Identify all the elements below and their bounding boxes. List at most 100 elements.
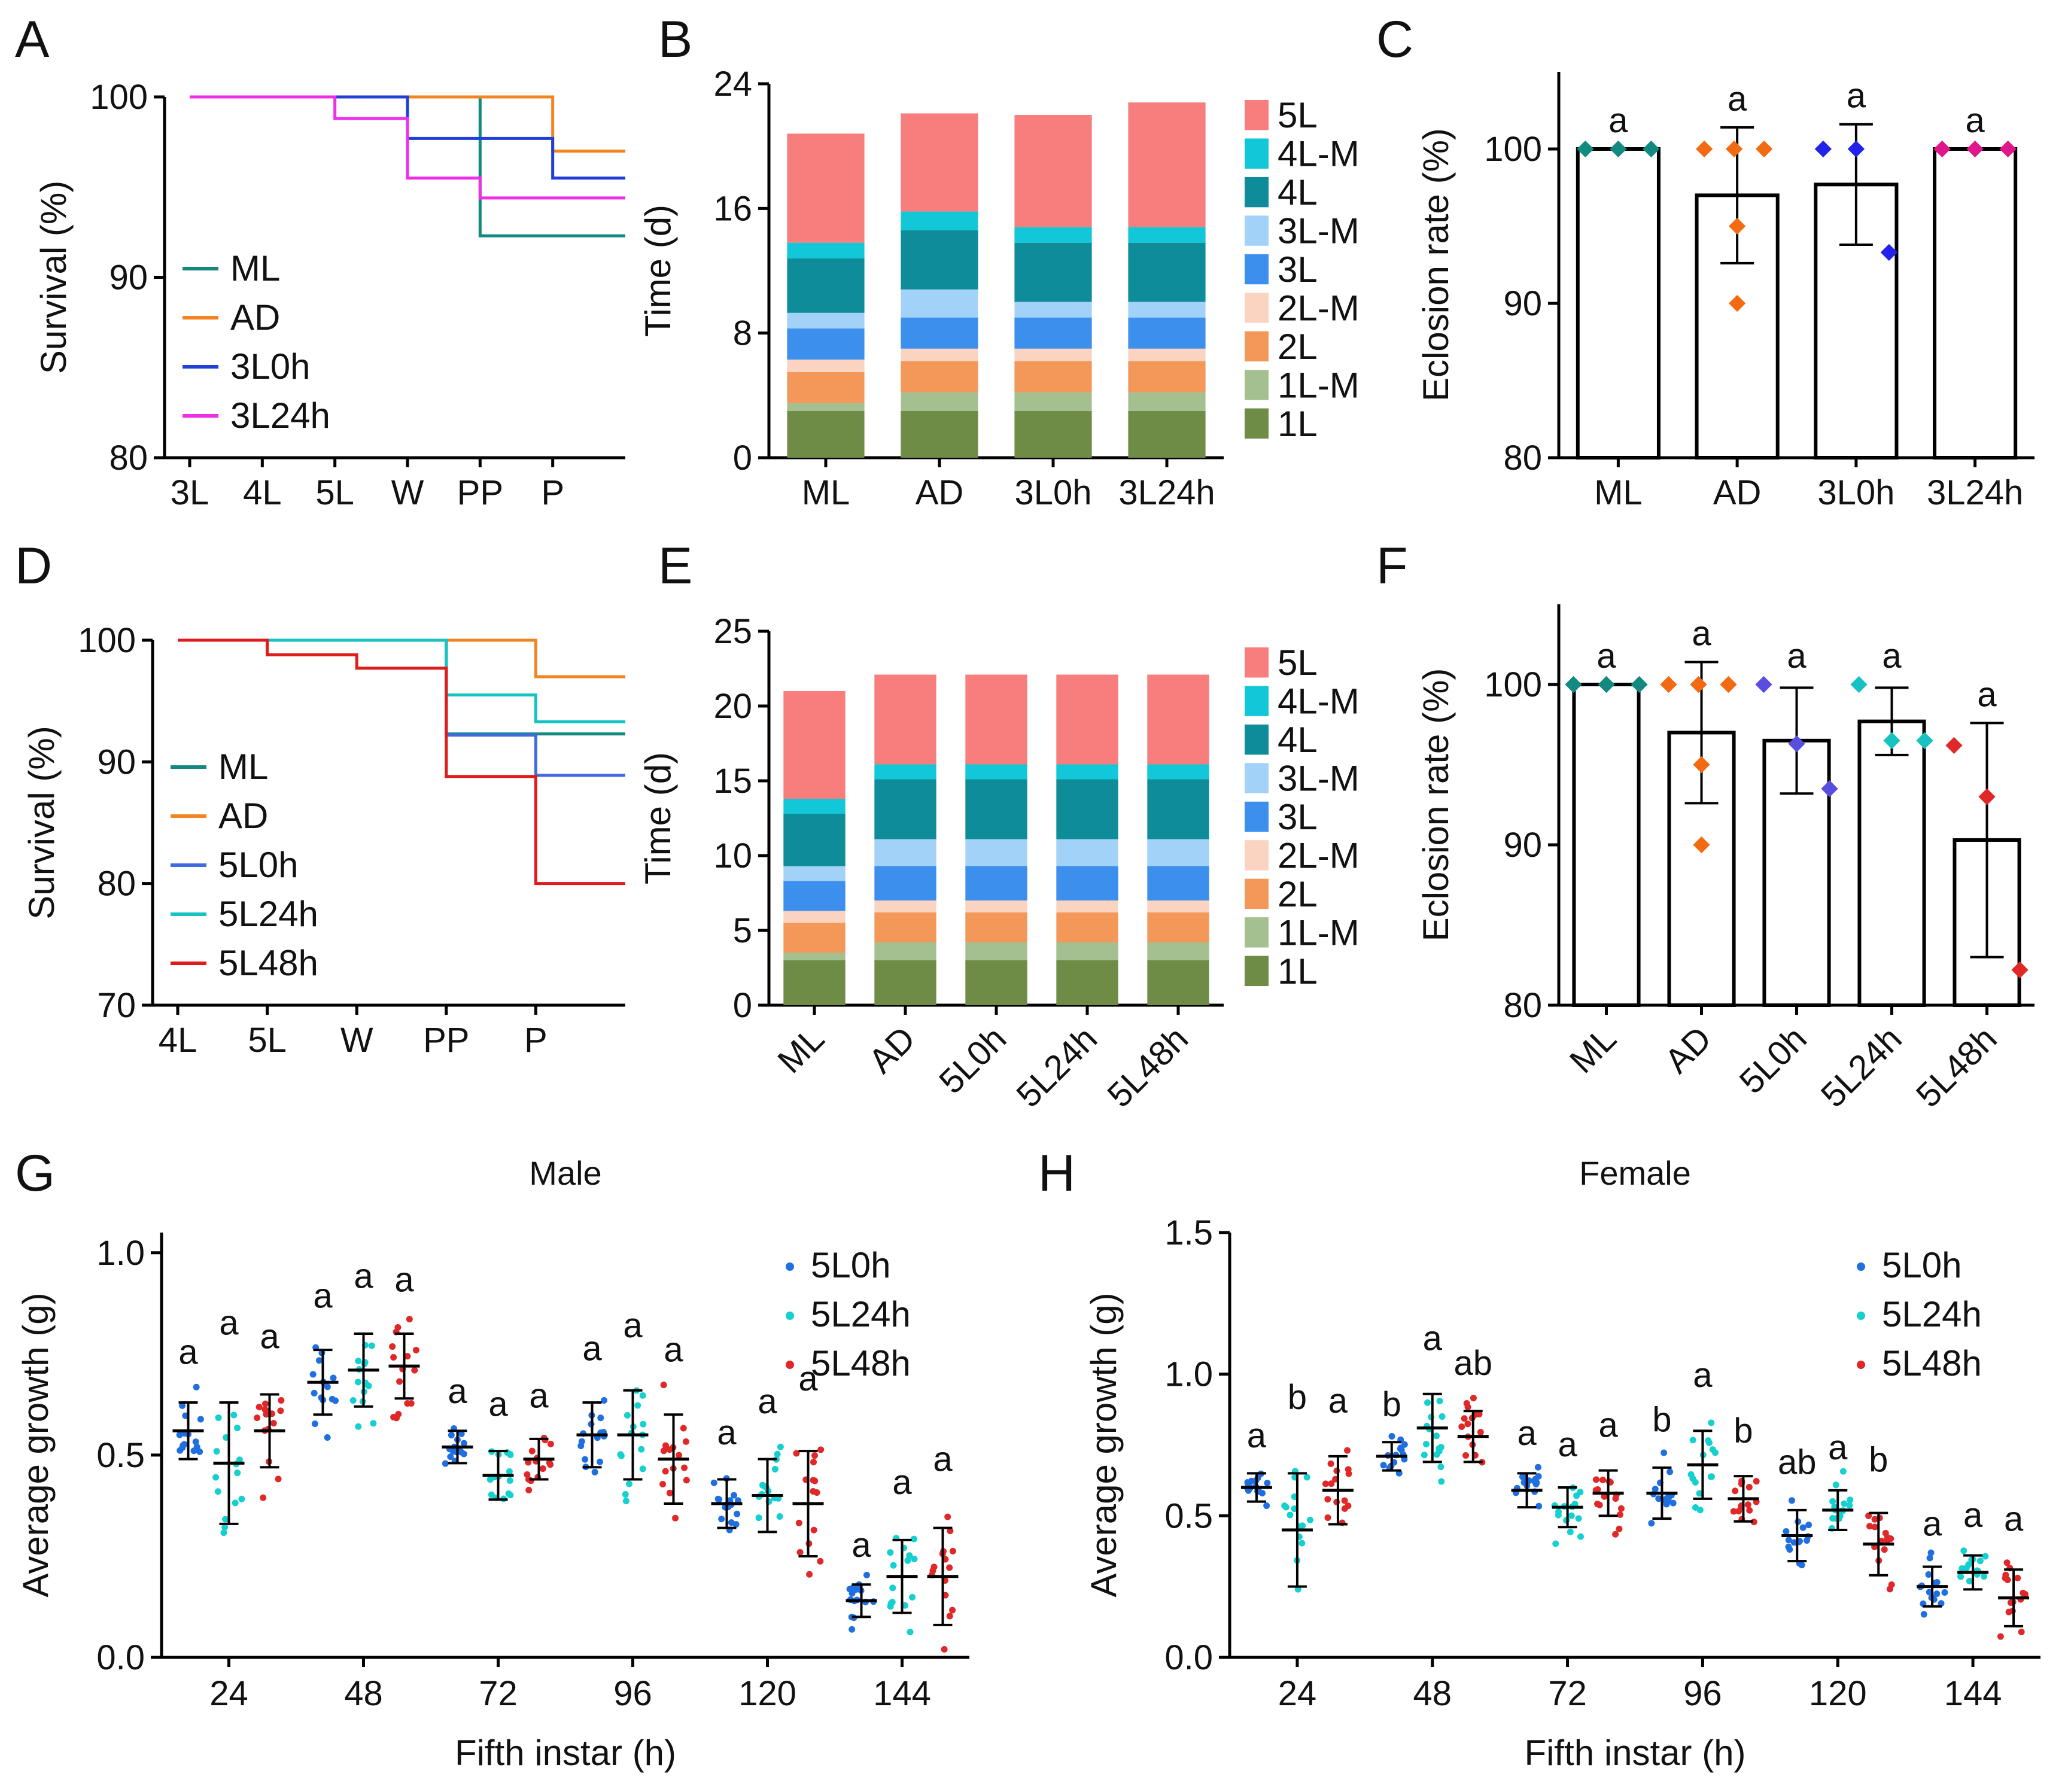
growth-point-5L24h [1423,1441,1430,1448]
x-tick-label: W [340,1021,373,1060]
x-tick-label: 72 [479,1674,518,1713]
growth-point-5L48h [2018,1628,2025,1635]
growth-point-5L0h [332,1397,339,1404]
stacked-bar-5L48h-3L [1147,866,1209,900]
growth-point-5L48h [277,1407,284,1414]
stacked-bar-ML-4L-M [787,242,865,258]
legend-marker-5L24h [1857,1312,1865,1320]
growth-point-5L0h [732,1521,740,1528]
growth-point-5L0h [1652,1486,1659,1493]
y-axis-label: Eclosion rate (%) [1416,668,1456,942]
growth-point-5L24h [1433,1451,1440,1458]
stacked-bar-5L0h-4L [965,779,1027,839]
growth-point-5L24h [911,1556,918,1563]
y-tick-label: 0.5 [1164,1496,1213,1535]
significance-letter-3L24h: a [1965,101,1985,140]
stacked-bar-5L24h-2L [1056,912,1118,942]
stacked-bar-AD-5L [901,113,978,212]
growth-point-5L24h [232,1499,239,1507]
growth-point-5L48h [817,1446,825,1453]
significance-letter-5L24h: a [1558,1425,1577,1464]
growth-point-5L48h [1464,1420,1471,1428]
growth-point-5L24h [1421,1452,1428,1459]
significance-letter-5L48h: a [260,1318,279,1356]
growth-point-5L24h [901,1602,908,1609]
x-tick-label: 96 [613,1674,652,1713]
growth-point-5L24h [1575,1515,1582,1522]
growth-point-5L0h [710,1479,717,1486]
y-axis-label: Average growth (g) [16,1292,56,1597]
stacked-bar-3L0h-5L [1014,115,1092,227]
y-tick-label: 15 [713,762,752,801]
growth-point-5L0h [1380,1462,1387,1469]
growth-point-5L48h [662,1442,669,1449]
growth-point-5L48h [1599,1476,1606,1483]
stacked-bar-ML-5L [783,691,846,799]
growth-point-5L48h [796,1548,804,1556]
legend-marker-5L48h [1857,1361,1865,1369]
stacked-bar-5L48h-3L-M [1147,839,1209,866]
stacked-bar-ML-1L-M [787,403,865,411]
x-tick-label: P [541,473,564,512]
growth-point-5L24h [1282,1504,1290,1511]
significance-letter-5L24h: a [1828,1428,1848,1467]
significance-letter-5L48h: a [1598,1406,1618,1445]
growth-point-5L24h [1687,1471,1695,1478]
stacked-bar-5L48h-4L-M [1147,764,1209,780]
growth-point-5L48h [681,1464,688,1471]
growth-point-5L0h [330,1374,337,1382]
growth-point-5L48h [395,1411,402,1418]
stacked-bar-5L0h-5L [965,674,1027,765]
legend-label-5L24h: 5L24h [1882,1294,1982,1334]
legend-label-4L-M: 4L-M [1278,681,1360,722]
significance-letter-5L0h: a [1517,1414,1537,1453]
significance-letter-5L48h: a [798,1359,818,1398]
y-tick-label: 90 [1503,284,1542,323]
growth-point-5L0h [1648,1520,1655,1527]
data-point-AD [1693,756,1710,774]
growth-point-5L48h [806,1571,813,1578]
legend-label-5L24h: 5L24h [218,894,318,934]
x-tick-label: 5L48h [1100,1019,1196,1115]
x-tick-label: 24 [209,1674,248,1713]
stacked-bar-3L0h-2L-M [1014,348,1092,361]
legend-label-2L-M: 2L-M [1278,288,1360,328]
growth-point-5L24h [890,1562,897,1569]
y-tick-label: 0 [733,986,752,1025]
growth-point-5L0h [1920,1611,1927,1618]
significance-letter-5L0h: ab [1778,1443,1817,1482]
growth-point-5L24h [212,1474,220,1481]
growth-point-5L24h [622,1491,629,1498]
legend-label-2L-M: 2L-M [1278,835,1360,875]
data-point-3L0h [1880,244,1898,261]
y-tick-label: 90 [97,743,136,781]
stacked-bar-AD-2L-M [901,348,978,361]
growth-point-5L48h [406,1316,413,1323]
growth-point-5L0h [848,1614,855,1621]
stacked-bar-AD-4L [901,230,978,290]
growth-point-5L48h [2014,1574,2021,1581]
data-point-3L0h [1847,140,1865,158]
stacked-bar-3L0h-1L-M [1014,392,1092,411]
stacked-bar-ML-4L [787,258,865,313]
significance-letter-AD: a [1728,80,1747,118]
x-axis-label: Fifth instar (h) [1524,1733,1745,1773]
legend-label-3L-M: 3L-M [1278,211,1360,251]
growth-point-5L24h [1298,1540,1306,1547]
growth-point-5L48h [680,1425,687,1432]
growth-point-5L48h [817,1557,824,1565]
growth-point-5L48h [941,1645,948,1653]
growth-point-5L0h [442,1460,449,1467]
y-axis-label: Time (d) [638,752,678,884]
stacked-bar-ML-2L-M [787,359,865,372]
growth-point-5L0h [1941,1589,1948,1596]
y-tick-label: 16 [713,189,752,228]
growth-point-5L24h [213,1448,220,1455]
stacked-bar-AD-3L-M [901,289,978,318]
x-tick-label: 72 [1548,1674,1587,1713]
y-tick-label: 0.0 [96,1638,145,1677]
data-point-ML [1610,140,1627,158]
growth-point-5L24h [234,1424,241,1431]
panel-label-C: C [1376,11,1413,68]
growth-point-5L0h [315,1357,323,1364]
